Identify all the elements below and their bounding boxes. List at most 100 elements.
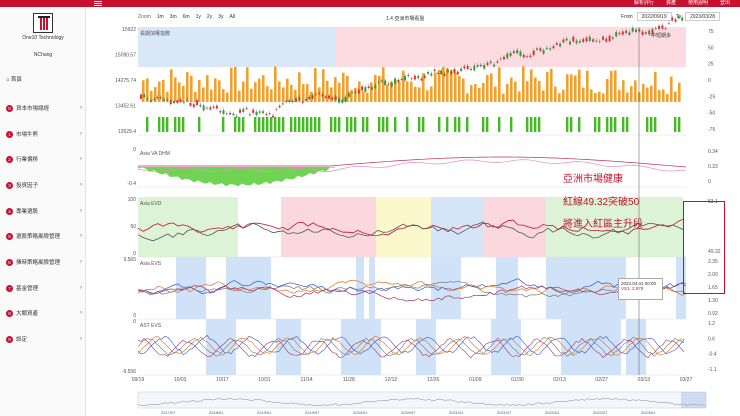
histogram-bar [350,90,353,102]
candle [239,109,241,113]
x-tick-label: 10/17 [216,377,229,383]
histogram-bar [678,82,681,102]
candle [298,97,301,100]
candle [618,32,621,35]
candle [522,54,525,58]
histogram-bar [254,82,257,102]
evs-band [431,257,461,319]
candle [140,94,142,99]
histogram-bar [550,68,553,102]
sidebar-item-8[interactable]: 8 大類資產 › [6,306,82,320]
candle [301,101,304,103]
signal-bar [438,117,441,132]
evs-band [676,257,686,319]
zoom-6m-button[interactable]: 6m [182,14,190,20]
from-date-input[interactable]: 2022/09/19 [636,12,672,21]
histogram-bar [530,69,533,102]
home-icon: ⌂ [6,77,11,83]
histogram-bar [434,72,437,102]
histogram-bar [614,70,617,102]
zoom-toolbar: Zoom 1m 3m 6m 1y 2y 3y All [138,13,235,21]
candle [654,28,657,29]
histogram-bar [398,81,401,102]
right-tick-label: 0.6 [708,336,715,342]
sidebar-item-1[interactable]: 1 市場牛熊 › [6,127,82,141]
histogram-bar [162,79,165,102]
zoom-3m-button[interactable]: 3m [169,14,177,20]
histogram-bar [490,73,493,102]
sidebar-item-9[interactable]: 9 設定 › [6,332,82,346]
navigator-tick-label: 2020/01 [353,410,368,415]
zoom-2y-button[interactable]: 2y [206,14,213,20]
histogram-bar [606,78,609,102]
signal-bar [174,117,177,132]
annotation-line-1: 亞洲市場健康 [563,174,623,185]
signal-bar [598,117,601,132]
navigator-tick-label: 2018/01 [209,410,224,415]
sidebar-item-4[interactable]: 4 專業選股 › [6,204,82,218]
sidebar-item-home[interactable]: ⌂ 首頁 [6,75,22,83]
candle [222,110,225,114]
histogram-bar [214,78,217,102]
band-pink [336,27,686,67]
topbar-link-logout[interactable]: 登出 [719,0,730,6]
sidebar-item-3[interactable]: 3 投資因子 › [6,178,82,192]
histogram-bar [618,89,621,102]
histogram-bar [314,68,317,102]
signal-bar [254,117,257,132]
zoom-all-button[interactable]: All [229,14,236,20]
zoom-1m-button[interactable]: 1m [156,14,164,20]
signal-bar [406,117,409,132]
menu-toggle-icon[interactable] [92,0,104,7]
to-date-input[interactable]: 2023/03/28 [684,12,720,21]
candle [212,106,215,108]
user-name: NChang [33,52,53,58]
zoom-3y-button[interactable]: 3y [218,14,224,20]
signal-bar [394,117,397,132]
candle [265,114,268,116]
histogram-bar [566,74,569,102]
zoom-1y-button[interactable]: 1y [195,14,201,20]
ast-band [276,319,301,375]
candle [281,103,284,105]
candle [182,102,185,104]
candle [377,82,380,83]
topbar-link-help[interactable]: 使用說明 [687,0,708,6]
candle [539,48,542,51]
sidebar-item-5[interactable]: 5 選股策略風險管理 › [6,229,82,243]
candle [347,92,350,97]
candle [149,100,152,102]
zoom-label: Zoom [138,14,151,20]
right-tick-label: -75 [708,127,715,133]
histogram-bar [386,84,389,102]
histogram-bar [458,76,461,102]
candle [545,47,548,49]
histogram-bar [146,78,149,102]
topbar-link-analysis[interactable]: 解析評行 [633,0,654,6]
candle [493,64,496,67]
topbar-link-assets[interactable]: 資產 [665,0,676,6]
histogram-bar [542,90,545,102]
sidebar-item-2[interactable]: 2 行業偏移 › [6,152,82,166]
histogram-bar [366,92,369,102]
tooltip-value: VS1: 2.978 [621,286,644,291]
signal-bar [510,117,513,132]
sidebar-item-7[interactable]: 7 基金管理 › [6,281,82,295]
candle [192,104,195,108]
histogram-bar [586,70,589,102]
evs-line [137,282,687,302]
candle [311,95,314,99]
chart-svg[interactable]: 長期加權指數 15922 15090.57 14275.74 13452.61 12629… [86,7,740,416]
signal-bar [234,117,237,132]
histogram-bar [170,69,173,102]
band-blue [138,27,336,67]
sidebar-item-6[interactable]: 6 擇時策略風險管理 › [6,255,82,269]
sidebar-item-0[interactable]: 0 資本市場總經 › [6,101,82,115]
navigator-tick-label: 2023/01 [641,410,656,415]
candle [291,101,294,103]
evd-line [137,221,684,242]
candle [338,98,340,103]
candle [578,40,581,43]
histogram-bar [206,75,209,102]
histogram-bar [578,69,581,102]
